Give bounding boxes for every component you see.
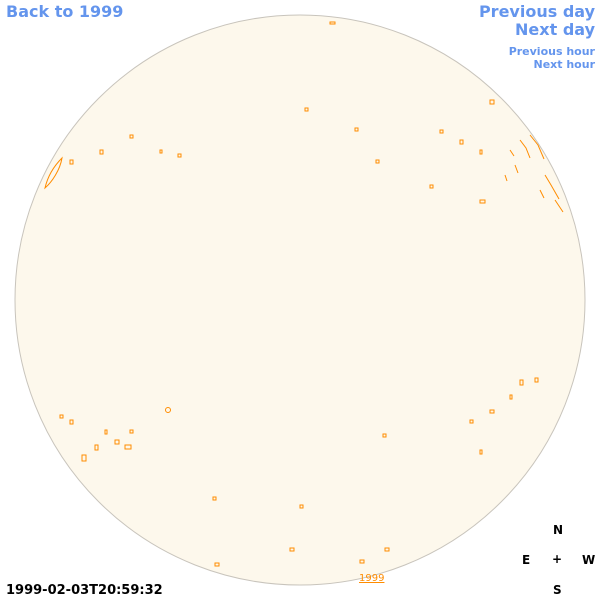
back-link[interactable]: Back to 1999 xyxy=(6,2,124,21)
previous-hour-link[interactable]: Previous hour xyxy=(508,45,595,58)
compass-east: E xyxy=(522,553,531,567)
next-day-link[interactable]: Next day xyxy=(515,20,595,39)
compass-south: S xyxy=(553,583,562,597)
timestamp: 1999-02-03T20:59:32 xyxy=(6,583,163,598)
year-link[interactable]: 1999 xyxy=(359,573,385,584)
compass-north: N xyxy=(553,523,564,537)
next-hour-link[interactable]: Next hour xyxy=(533,58,596,71)
compass-center: + xyxy=(552,552,563,566)
previous-day-link[interactable]: Previous day xyxy=(478,2,595,21)
compass-west: W xyxy=(582,553,596,567)
solar-disk xyxy=(14,14,586,586)
magnetic-contours xyxy=(44,21,564,567)
